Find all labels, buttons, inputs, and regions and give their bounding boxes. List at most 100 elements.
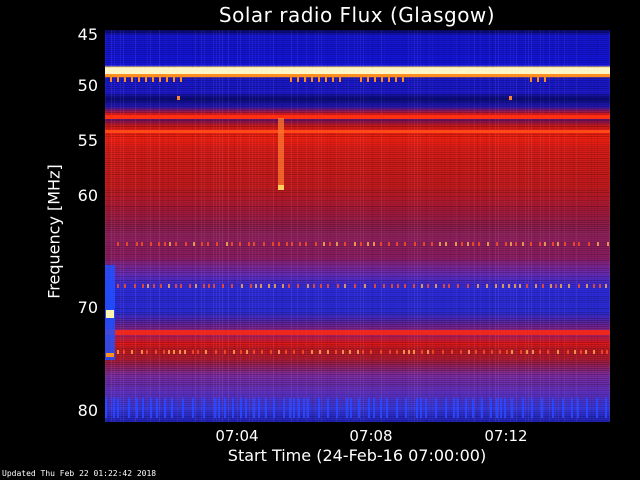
- texture-column: [594, 30, 595, 422]
- texture-column: [168, 30, 169, 422]
- texture-line: [105, 382, 610, 383]
- burst-dot: [402, 76, 404, 82]
- texture-line: [105, 420, 610, 421]
- texture-column: [357, 30, 358, 422]
- texture-line: [105, 282, 610, 283]
- texture-line: [105, 388, 610, 389]
- x-tick-label: 07:12: [484, 427, 528, 445]
- texture-line: [105, 408, 610, 409]
- burst-dot: [339, 76, 341, 82]
- texture-line: [105, 120, 610, 121]
- rfi-dot: [607, 242, 609, 246]
- y-tick-label: 55: [77, 131, 98, 150]
- texture-line: [105, 320, 610, 321]
- rfi-dot: [557, 242, 559, 246]
- rfi-spike: [298, 398, 300, 418]
- burst-dot: [311, 76, 313, 82]
- texture-line: [105, 64, 610, 65]
- texture-column: [318, 30, 319, 422]
- rfi-dot: [423, 242, 425, 246]
- rfi-dot: [282, 284, 284, 288]
- rfi-dot: [253, 242, 255, 246]
- texture-line: [105, 42, 610, 43]
- rfi-dot: [515, 242, 517, 246]
- rfi-dot: [305, 242, 307, 246]
- rfi-dot: [315, 242, 317, 246]
- burst-dot: [381, 76, 383, 82]
- texture-line: [105, 148, 610, 149]
- rfi-spike: [596, 398, 598, 418]
- rfi-dot: [414, 242, 416, 246]
- texture-line: [105, 222, 610, 223]
- texture-column: [408, 30, 409, 422]
- rfi-dot: [519, 284, 521, 288]
- rfi-spike: [253, 398, 255, 418]
- rfi-spike: [396, 398, 398, 418]
- rfi-dot: [431, 242, 433, 246]
- texture-column: [345, 30, 346, 422]
- texture-column: [120, 30, 121, 422]
- texture-line: [105, 196, 610, 197]
- rfi-dot: [342, 350, 344, 354]
- texture-column: [216, 30, 217, 422]
- texture-line: [105, 104, 610, 105]
- texture-column: [294, 30, 295, 422]
- rfi-dot: [435, 284, 437, 288]
- texture-line: [105, 80, 610, 81]
- texture-column: [369, 30, 370, 422]
- rfi-dot: [468, 350, 470, 354]
- rfi-dot: [270, 350, 272, 354]
- texture-column: [126, 30, 127, 422]
- rfi-dot: [226, 242, 228, 246]
- rfi-dot: [349, 350, 351, 354]
- texture-line: [105, 186, 610, 187]
- texture-column: [435, 30, 436, 422]
- texture-column: [189, 30, 190, 422]
- texture-line: [105, 418, 610, 419]
- rfi-dot: [197, 350, 199, 354]
- burst-dot: [537, 76, 539, 82]
- rfi-spike: [552, 398, 554, 418]
- rfi-dot: [327, 350, 329, 354]
- texture-column: [315, 30, 316, 422]
- rfi-dot: [153, 284, 155, 288]
- texture-column: [258, 30, 259, 422]
- rfi-dot: [150, 242, 152, 246]
- rfi-dot: [337, 284, 339, 288]
- texture-line: [105, 184, 610, 185]
- texture-column: [162, 30, 163, 422]
- texture-line: [105, 362, 610, 363]
- texture-line: [105, 56, 610, 57]
- texture-column: [198, 30, 199, 422]
- rfi-dot: [408, 350, 410, 354]
- texture-line: [105, 88, 610, 89]
- texture-column: [330, 30, 331, 422]
- rfi-dot: [302, 350, 304, 354]
- red-band: [105, 115, 610, 119]
- rfi-dot: [427, 350, 429, 354]
- texture-column: [111, 30, 112, 422]
- rfi-dot: [185, 242, 187, 246]
- texture-column: [381, 30, 382, 422]
- texture-line: [105, 210, 610, 211]
- rfi-dot: [432, 350, 434, 354]
- rfi-dot: [443, 284, 445, 288]
- texture-column: [129, 30, 130, 422]
- texture-line: [105, 310, 610, 311]
- texture-column: [174, 30, 175, 422]
- red-band: [105, 130, 610, 133]
- rfi-spike: [571, 398, 573, 418]
- texture-column: [213, 30, 214, 422]
- rfi-spike: [504, 398, 506, 418]
- rfi-dot: [578, 242, 580, 246]
- texture-column: [228, 30, 229, 422]
- texture-line: [105, 308, 610, 309]
- rfi-dot: [354, 284, 356, 288]
- rfi-spike: [232, 398, 234, 418]
- texture-line: [105, 244, 610, 245]
- texture-column: [561, 30, 562, 422]
- texture-line: [105, 280, 610, 281]
- texture-line: [105, 250, 610, 251]
- texture-column: [576, 30, 577, 422]
- rfi-dot: [136, 242, 138, 246]
